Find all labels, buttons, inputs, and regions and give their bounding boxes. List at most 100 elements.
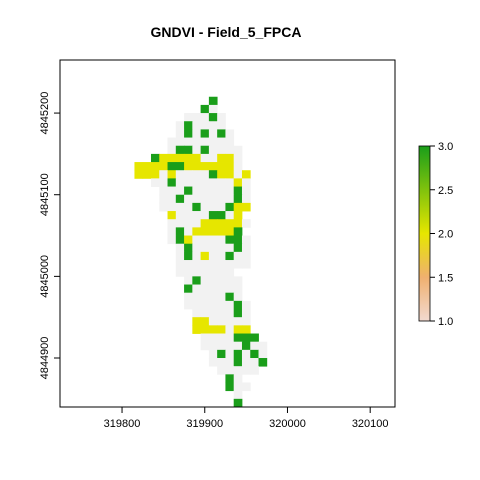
raster-cell-class-3 <box>217 129 226 138</box>
raster-cell-class-1 <box>233 366 243 375</box>
raster-cell-class-1 <box>225 243 235 253</box>
raster-cell-class-1 <box>184 211 193 220</box>
raster-cell-class-1 <box>159 178 168 187</box>
raster-cell-class-1 <box>184 194 193 204</box>
raster-cell-class-2 <box>200 162 210 171</box>
raster-cell-class-1 <box>184 137 193 147</box>
raster-cell-class-2 <box>208 325 218 334</box>
raster-cell-class-2 <box>225 162 235 171</box>
raster-cell-class-2 <box>217 325 226 334</box>
raster-cell-class-1 <box>241 219 251 228</box>
raster-cell-class-1 <box>217 268 226 277</box>
raster-cell-class-1 <box>233 284 243 294</box>
raster-cell-class-1 <box>233 382 243 392</box>
raster-cell-class-3 <box>225 374 235 383</box>
raster-cell-class-1 <box>184 260 193 269</box>
raster-cell-class-2 <box>192 153 202 163</box>
raster-cell-class-1 <box>192 219 202 228</box>
raster-cell-class-1 <box>217 235 226 245</box>
raster-cell-class-1 <box>258 341 268 351</box>
raster-cell-class-1 <box>200 309 210 318</box>
raster-cell-class-1 <box>167 137 177 147</box>
raster-cell-class-3 <box>184 251 193 261</box>
raster-cell-class-3 <box>258 358 268 367</box>
raster-cell-class-1 <box>192 121 202 130</box>
raster-cell-class-3 <box>192 276 202 285</box>
raster-cell-class-3 <box>150 153 160 163</box>
raster-cell-class-1 <box>225 145 235 155</box>
raster-cell-class-1 <box>208 349 218 359</box>
raster-cell-class-1 <box>241 235 251 245</box>
raster-cell-class-1 <box>175 219 185 228</box>
raster-cell-class-1 <box>250 366 259 375</box>
raster-cell-class-3 <box>184 129 193 138</box>
raster-cell-class-2 <box>142 170 152 179</box>
colorbar-axis: 1.0 1.5 2.0 2.5 3.0 <box>430 141 453 328</box>
raster-cell-class-1 <box>175 268 185 277</box>
raster-cell-class-1 <box>233 341 243 351</box>
raster-cell-class-3 <box>175 227 185 236</box>
raster-cell-class-1 <box>175 137 185 147</box>
raster-cell-class-3 <box>233 235 243 245</box>
raster-cell-class-1 <box>217 186 226 196</box>
raster-cell-class-1 <box>200 284 210 294</box>
raster-cell-class-1 <box>225 366 235 375</box>
raster-cell-class-2 <box>167 153 177 163</box>
raster-cell-class-2 <box>200 251 210 261</box>
raster-cell-class-1 <box>184 170 193 179</box>
raster-cell-class-2 <box>159 162 168 171</box>
raster-cell-class-1 <box>167 227 177 236</box>
raster-cell-class-1 <box>208 104 218 114</box>
raster-cell-class-3 <box>175 235 185 245</box>
raster-cell-class-1 <box>225 341 235 351</box>
raster-cell-class-1 <box>225 333 235 343</box>
raster-cell-class-3 <box>167 162 177 171</box>
raster-cell-class-1 <box>200 170 210 179</box>
colorbar-tick-label: 2.0 <box>438 229 453 241</box>
raster-cell-class-1 <box>184 113 193 122</box>
y-tick-label: 4845000 <box>39 255 51 298</box>
raster-cell-class-1 <box>250 341 259 351</box>
raster-cell-class-1 <box>225 349 235 359</box>
raster-cell-class-1 <box>200 300 210 310</box>
raster-cell-class-1 <box>208 235 218 245</box>
colorbar-tick-label: 3.0 <box>438 141 453 153</box>
raster-cell-class-3 <box>233 300 243 310</box>
raster-cell-class-1 <box>192 194 202 204</box>
y-tick-label: 4845100 <box>39 173 51 216</box>
raster-cell-class-3 <box>233 358 243 367</box>
raster-cell-class-1 <box>217 309 226 318</box>
raster-cell-class-1 <box>241 317 251 326</box>
raster-cell-class-2 <box>134 162 144 171</box>
raster-cell-class-1 <box>175 186 185 196</box>
raster-cell-class-1 <box>184 300 193 310</box>
raster-cell-class-3 <box>217 211 226 220</box>
raster-cell-class-2 <box>217 162 226 171</box>
raster-cell-class-2 <box>241 170 251 179</box>
raster-cell-class-2 <box>217 153 226 163</box>
raster-cell-class-1 <box>175 211 185 220</box>
raster-cell-class-1 <box>217 276 226 285</box>
raster-cell-class-1 <box>241 358 251 367</box>
raster-cell-class-2 <box>241 202 251 212</box>
raster-cell-class-1 <box>217 260 226 269</box>
raster-cell-class-2 <box>200 325 210 334</box>
raster-cell-class-1 <box>233 251 243 261</box>
raster-cell-class-1 <box>192 292 202 302</box>
raster-cell-class-2 <box>134 170 144 179</box>
raster-cell-class-1 <box>225 137 235 147</box>
raster-cell-class-1 <box>200 333 210 343</box>
raster-cell-class-1 <box>200 178 210 187</box>
raster-cell-class-1 <box>159 186 168 196</box>
y-tick-label: 4844900 <box>39 337 51 380</box>
raster-cell-class-1 <box>159 202 168 212</box>
raster-cell-class-2 <box>217 227 226 236</box>
raster-cell-class-1 <box>200 243 210 253</box>
raster-cell-class-1 <box>175 243 185 253</box>
raster-cell-class-1 <box>159 170 168 179</box>
raster-cell-class-3 <box>184 284 193 294</box>
raster-cell-class-1 <box>225 300 235 310</box>
raster-cell-class-1 <box>200 113 210 122</box>
raster-cell-class-1 <box>167 186 177 196</box>
raster-cell-class-1 <box>208 194 218 204</box>
